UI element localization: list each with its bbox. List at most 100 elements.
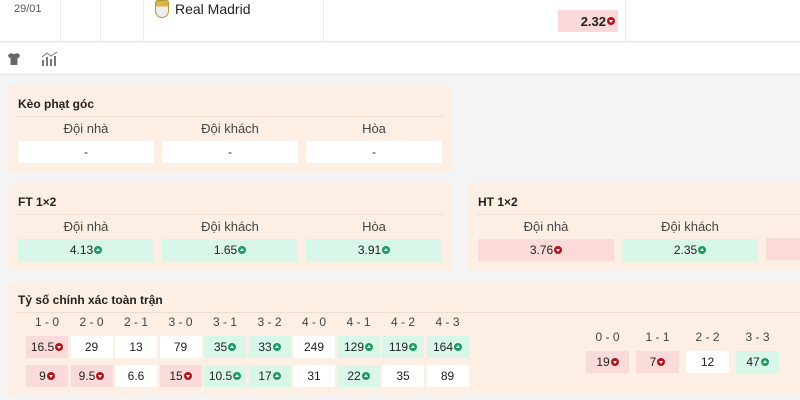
odds-box[interactable]: - — [162, 141, 298, 163]
odd-value: 164 — [432, 340, 454, 354]
shirt-icon[interactable] — [7, 52, 21, 66]
team-away[interactable]: Real Madrid — [155, 0, 250, 18]
score-odd[interactable]: 22 — [337, 365, 380, 387]
score-odd[interactable]: 249 — [293, 336, 335, 358]
odds-box[interactable]: - — [18, 141, 154, 163]
column-label: Hòa — [362, 121, 386, 136]
score-odd[interactable]: 12 — [686, 351, 729, 373]
column-label: Đội khách — [201, 219, 259, 234]
toolbar — [0, 43, 800, 75]
score-odd[interactable]: 35 — [204, 336, 246, 358]
score-odd[interactable]: 89 — [426, 365, 469, 387]
odd-value: 1.65 — [213, 243, 238, 257]
score-label: 1 - 0 — [34, 315, 59, 329]
arrow-up-icon — [760, 358, 769, 366]
card-title: FT 1×2 — [16, 183, 444, 215]
arrow-down-icon — [657, 358, 666, 366]
score-label: 2 - 0 — [79, 315, 104, 329]
odd-value: 35 — [396, 369, 410, 383]
odds-box[interactable]: 4.13 — [18, 239, 154, 261]
odd-value: 33 — [258, 340, 272, 354]
odd-value: 16.5 — [30, 340, 55, 354]
score-odd[interactable]: 13 — [115, 336, 157, 358]
score-odd[interactable]: 119 — [382, 336, 424, 358]
score-odd[interactable]: 16.5 — [26, 336, 68, 358]
odd-value: 79 — [173, 340, 188, 354]
odd-value: 10.5 — [208, 369, 233, 383]
arrow-down-icon — [96, 372, 105, 380]
odd-value: 2.35 — [673, 243, 698, 257]
odds-box[interactable]: - — [306, 141, 442, 163]
odds-column: Hòa - — [306, 117, 442, 163]
column-label: Đội khách — [661, 219, 719, 234]
arrow-down-icon — [554, 246, 563, 254]
column-label: Đội nhà — [523, 219, 569, 234]
arrow-up-icon — [94, 246, 103, 254]
arrow-up-icon — [238, 246, 247, 254]
arrow-up-icon — [409, 343, 418, 351]
score-odd[interactable]: 129 — [337, 336, 380, 358]
ht-1x2-card: HT 1×2 Đội nhà 3.76 Đội khách 2.35 — [468, 183, 800, 270]
odds-column: Đội khách 1.65 — [162, 215, 298, 261]
score-odd[interactable]: 7 — [636, 351, 679, 373]
column-label: Đội nhà — [63, 121, 109, 136]
column-label: Đội khách — [201, 121, 259, 136]
odd-value: 4.13 — [69, 243, 94, 257]
match-odd[interactable]: 2.32 — [558, 10, 618, 32]
odds-box[interactable]: 2.35 — [622, 239, 758, 261]
ht-draw-odd[interactable] — [766, 238, 800, 260]
odd-value: 17 — [258, 369, 272, 383]
score-odd[interactable]: 31 — [293, 365, 335, 387]
arrow-up-icon — [698, 246, 707, 254]
score-odd[interactable]: 6.6 — [115, 365, 157, 387]
odd-value: 6.6 — [127, 369, 145, 383]
odd-value: 2.32 — [580, 13, 606, 29]
score-label: 3 - 1 — [212, 315, 237, 329]
score-label: 1 - 1 — [645, 330, 670, 344]
team-crest-icon — [155, 0, 169, 18]
arrow-up-icon — [361, 372, 370, 380]
score-odd[interactable]: 10.5 — [204, 365, 246, 387]
odd-value: 7 — [649, 355, 657, 369]
score-odd[interactable]: 164 — [426, 336, 469, 358]
score-label: 4 - 3 — [435, 315, 460, 329]
odd-value: 29 — [84, 340, 99, 354]
column-label: Đội nhà — [63, 219, 109, 234]
match-date: 29/01 — [14, 3, 42, 15]
odds-column: Đội nhà 3.76 — [478, 215, 614, 261]
score-odd[interactable]: 9.5 — [70, 365, 113, 387]
odds-column: Đội nhà - — [18, 117, 154, 163]
score-label: 4 - 2 — [390, 315, 415, 329]
odd-value: - — [84, 145, 88, 159]
score-odd[interactable]: 33 — [248, 336, 291, 358]
odd-value: 119 — [388, 340, 409, 354]
score-odd[interactable]: 9 — [26, 365, 68, 387]
stats-chart-icon[interactable] — [41, 51, 59, 67]
score-odd[interactable]: 29 — [70, 336, 113, 358]
score-odd[interactable]: 47 — [736, 351, 779, 373]
score-odd[interactable]: 17 — [248, 365, 291, 387]
odds-box[interactable]: 3.91 — [306, 239, 442, 261]
odd-value: 3.76 — [529, 243, 554, 257]
arrow-down-icon — [610, 358, 619, 366]
odd-value: 89 — [440, 369, 455, 383]
corner-kick-card: Kèo phạt góc Đội nhà - Đội khách - Hòa - — [8, 85, 452, 172]
score-odd[interactable]: 35 — [382, 365, 424, 387]
score-label: 3 - 3 — [745, 330, 770, 344]
arrow-up-icon — [228, 343, 237, 351]
score-label: 2 - 1 — [123, 315, 148, 329]
score-odd[interactable]: 19 — [586, 351, 629, 373]
score-odd[interactable]: 15 — [159, 365, 202, 387]
card-title: Tỷ số chính xác toàn trận — [16, 283, 800, 313]
column-label: Hòa — [362, 219, 386, 234]
odds-box[interactable]: 3.76 — [478, 239, 614, 261]
odds-column: Đội nhà 4.13 — [18, 215, 154, 261]
match-row: 29/01 Real Madrid 2.32 — [0, 0, 800, 42]
correct-score-card: Tỷ số chính xác toàn trận 1 - 0 2 - 0 2 - … — [8, 283, 800, 395]
odds-box[interactable]: 1.65 — [162, 239, 298, 261]
arrow-up-icon — [233, 372, 242, 380]
score-odd[interactable]: 79 — [159, 336, 202, 358]
arrow-down-icon — [607, 17, 615, 25]
arrow-up-icon — [454, 343, 463, 351]
arrow-down-icon — [46, 372, 55, 380]
